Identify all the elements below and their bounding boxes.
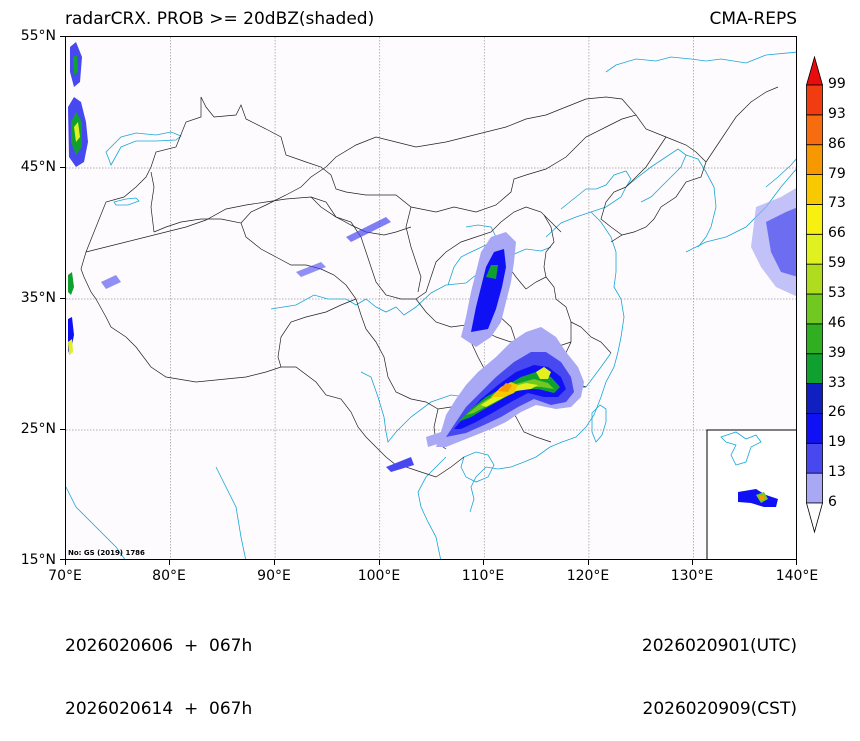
colorbar-tick-label: 93	[828, 105, 846, 122]
init-time-cst: 2026020614 + 067h	[65, 699, 253, 719]
colorbar-tick-label: 6	[828, 494, 837, 510]
colorbar-band	[806, 413, 823, 444]
colorbar-tick-label: 39	[828, 344, 846, 361]
colorbar-band	[806, 204, 823, 235]
colorbar-band	[806, 293, 823, 325]
x-tick-label: 130°E	[670, 568, 714, 584]
y-tick	[60, 559, 65, 560]
colorbar-extend-min	[805, 502, 824, 534]
x-tick	[274, 560, 275, 565]
y-tick-label: 15°N	[20, 552, 56, 568]
x-tick-label: 120°E	[566, 568, 610, 584]
probability-shading	[68, 42, 796, 472]
valid-time-cst: 2026020909(CST)	[642, 699, 797, 719]
colorbar-tick-label: 46	[828, 314, 846, 331]
colorbar-band	[806, 472, 823, 504]
y-tick-label: 45°N	[20, 159, 56, 175]
x-tick	[483, 560, 484, 565]
colorbar-band	[806, 84, 823, 116]
colorbar-tick-label: 59	[828, 255, 846, 272]
y-tick-label: 35°N	[20, 290, 56, 306]
colorbar-tick-label: 73	[828, 195, 846, 212]
colorbar-band	[806, 442, 823, 474]
colorbar-tick-label: 19	[828, 434, 846, 451]
map-plot-area	[65, 36, 797, 560]
colorbar-band	[806, 323, 823, 355]
x-tick-label: 110°E	[461, 568, 505, 584]
graticule	[66, 37, 796, 559]
x-tick	[379, 560, 380, 565]
borders	[80, 86, 779, 478]
south-china-sea-inset	[706, 429, 796, 559]
colorbar-tick-label: 53	[828, 285, 846, 301]
map-canvas	[66, 37, 796, 559]
map-approval-number: No: GS (2019) 1786	[68, 549, 145, 557]
init-time-block: 2026020606 + 067h 2026020614 + 067h	[65, 594, 252, 741]
colorbar-band	[806, 114, 823, 146]
colorbar-band	[806, 233, 823, 265]
x-tick	[692, 560, 693, 565]
y-tick	[60, 429, 65, 430]
y-tick	[60, 167, 65, 168]
chart-title: radarCRX. PROB >= 20dBZ(shaded)	[65, 9, 375, 29]
x-tick-label: 90°E	[257, 568, 291, 584]
x-tick-label: 100°E	[357, 568, 401, 584]
colorbar-band	[806, 174, 823, 205]
colorbar-tick-label: 86	[828, 135, 846, 152]
x-tick-label: 70°E	[48, 568, 82, 584]
colorbar-tick-label: 26	[828, 404, 846, 421]
colorbar-tick-label: 13	[828, 464, 846, 481]
x-tick	[65, 560, 66, 565]
y-tick	[60, 298, 65, 299]
colorbar-band	[806, 144, 823, 175]
colorbar-band	[806, 353, 823, 384]
x-tick	[588, 560, 589, 565]
valid-time-block: 2026020901(UTC) 2026020909(CST)	[642, 594, 797, 741]
colorbar-extend-max	[805, 55, 824, 86]
colorbar-tick-label: 33	[828, 374, 846, 391]
y-tick-label: 25°N	[20, 421, 56, 437]
coastlines	[66, 51, 796, 559]
x-tick	[796, 560, 797, 565]
colorbar-tick-label: 66	[828, 225, 846, 242]
x-tick-label: 140°E	[775, 568, 819, 584]
colorbar	[805, 55, 824, 534]
colorbar-tick-label: 99	[828, 76, 846, 92]
colorbar-band	[806, 263, 823, 295]
y-tick-label: 55°N	[20, 28, 56, 44]
colorbar-band	[806, 383, 823, 414]
colorbar-tick-label: 79	[828, 165, 846, 182]
x-tick	[169, 560, 170, 565]
model-name: CMA-REPS	[709, 9, 797, 29]
y-tick	[60, 36, 65, 37]
x-tick-label: 80°E	[152, 568, 186, 584]
